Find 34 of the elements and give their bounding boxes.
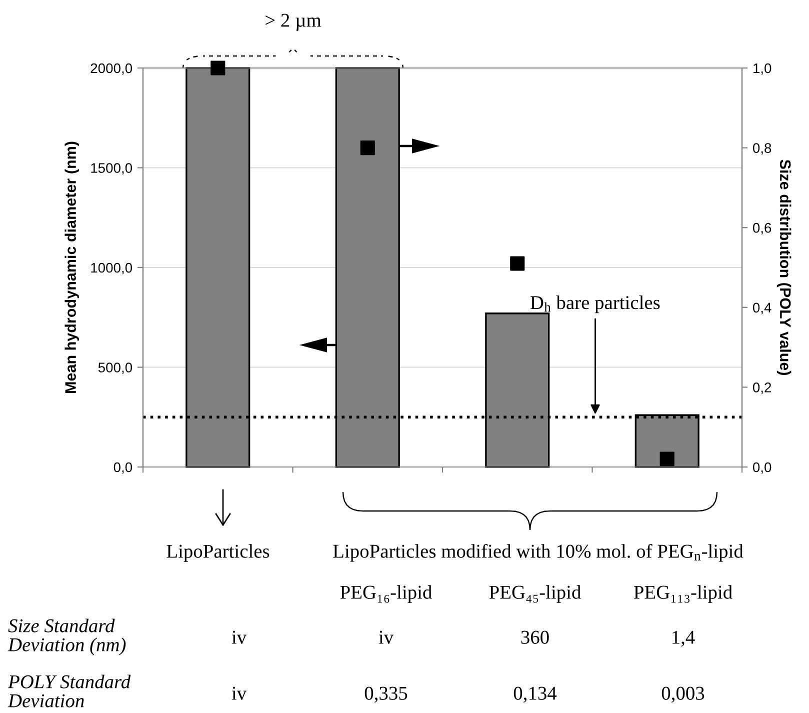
y-tick-label: 1000,0 <box>91 262 132 274</box>
text: PEG₁₆-lipid <box>340 585 432 603</box>
y-tick-label: 1500,0 <box>91 163 132 175</box>
text: PEG₁₁₃-lipid <box>634 585 732 603</box>
point <box>510 256 525 271</box>
y-axis-title: Mean hydrodynamic diameter (nm) <box>64 142 79 393</box>
text: Size Standard Deviation (nm) <box>8 618 126 656</box>
point <box>360 140 375 156</box>
text: PEG₄₅-lipid <box>489 585 581 603</box>
y-tick-label: 2000,0 <box>90 63 132 75</box>
text: iv <box>232 686 247 700</box>
text: 360 <box>521 630 549 644</box>
ref-line-label: D$_{h}$ bare particles <box>530 295 660 314</box>
y2-tick-label: 0,8 <box>752 143 772 155</box>
text: iv <box>378 630 394 644</box>
text: LipoParticles modified with 10% mol. of PEG$_{n}$-lipid <box>333 544 744 562</box>
y2-tick-label: 0,4 <box>752 302 772 314</box>
text: 0,134 <box>514 686 557 703</box>
point <box>210 60 226 76</box>
text: 0,003 <box>662 686 704 703</box>
point <box>660 452 674 466</box>
text: > 2 µm <box>266 14 322 31</box>
y2-tick-label: 1,0 <box>753 63 772 75</box>
text: 0,335 <box>364 686 408 703</box>
y2-tick-label: 0,2 <box>752 382 772 394</box>
y-tick-label: 500,0 <box>98 362 132 374</box>
text: 1,4 <box>672 630 695 647</box>
text: LipoParticles <box>166 544 270 562</box>
y2-tick-label: 0,0 <box>752 462 772 474</box>
y2-tick-label: 0,6 <box>752 222 772 234</box>
y-tick-label: 0,0 <box>114 462 132 474</box>
y2-axis-title: Size distribution (POLY value) <box>776 160 792 375</box>
text: iv <box>232 630 247 644</box>
text: POLY Standard Deviation <box>8 674 131 708</box>
